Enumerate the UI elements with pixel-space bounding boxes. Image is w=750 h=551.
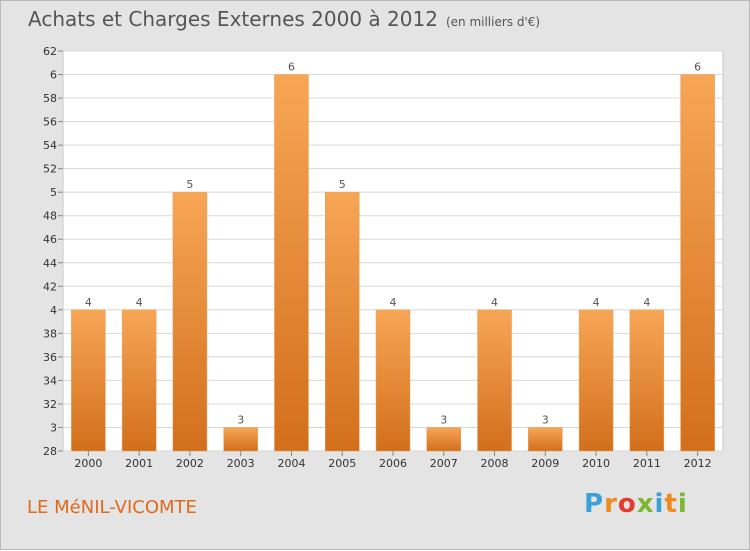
bar [172,191,208,452]
data-label: 5 [339,178,346,191]
data-label: 3 [440,413,447,426]
logo-letter: i [677,489,688,519]
logo-letter: P [584,489,605,519]
data-label: 4 [593,296,600,309]
x-tick-label: 2002 [176,457,204,470]
y-tick-label: 28 [43,445,57,458]
x-tick-label: 2010 [582,457,610,470]
y-tick-label: 3 [50,421,57,434]
logo-letter: t [664,489,678,519]
chart-title-text: Achats et Charges Externes 2000 à 2012 [28,7,438,31]
y-tick-label: 38 [43,327,57,340]
commune-name: LE MéNIL-VICOMTE [27,497,197,518]
y-tick-label: 42 [43,280,57,293]
data-label: 4 [491,296,498,309]
data-label: 3 [237,413,244,426]
proxiti-logo: Proxiti [584,489,688,519]
data-label: 6 [288,61,295,74]
bar [578,309,614,452]
logo-letter: o [617,489,637,519]
bar [477,309,512,452]
y-tick-label: 34 [43,374,57,387]
chart-unit: (en milliers d'€) [445,15,541,29]
y-tick-label: 44 [43,257,57,270]
y-tick-label: 5 [50,186,57,199]
bar [71,309,106,452]
y-tick-label: 4 [50,304,57,317]
x-tick-label: 2012 [684,457,712,470]
bar [324,191,360,452]
data-label: 4 [390,296,397,309]
x-tick-label: 2004 [277,457,305,470]
x-tick-label: 2003 [227,457,255,470]
bar [375,309,411,452]
bar [223,427,258,452]
chart-title: Achats et Charges Externes 2000 à 2012 (e… [28,7,540,31]
bar [426,427,462,452]
y-tick-label: 6 [50,69,57,82]
bar [680,74,715,452]
y-tick-label: 46 [43,233,57,246]
x-tick-label: 2000 [74,457,102,470]
bar [629,309,665,452]
x-tick-label: 2005 [328,457,356,470]
x-tick-label: 2007 [430,457,458,470]
x-tick-label: 2011 [633,457,661,470]
y-tick-label: 32 [43,398,57,411]
y-tick-label: 52 [43,163,57,176]
data-label: 5 [186,178,193,191]
data-label: 4 [643,296,650,309]
y-tick-label: 56 [43,116,57,129]
x-tick-label: 2008 [481,457,509,470]
bar [121,309,157,452]
logo-letter: r [604,489,618,519]
y-tick-label: 48 [43,210,57,223]
y-tick-label: 36 [43,351,57,364]
x-tick-label: 2001 [125,457,153,470]
bar [274,74,309,452]
x-tick-label: 2009 [531,457,559,470]
y-tick-label: 54 [43,139,57,152]
y-tick-label: 58 [43,92,57,105]
y-tick-label: 62 [43,45,57,58]
data-label: 4 [136,296,143,309]
data-label: 6 [694,61,701,74]
bar [528,427,563,452]
x-tick-label: 2006 [379,457,407,470]
logo-letter: x [636,489,655,519]
logo-letter: i [654,489,665,519]
data-label: 3 [542,413,549,426]
data-label: 4 [85,296,92,309]
